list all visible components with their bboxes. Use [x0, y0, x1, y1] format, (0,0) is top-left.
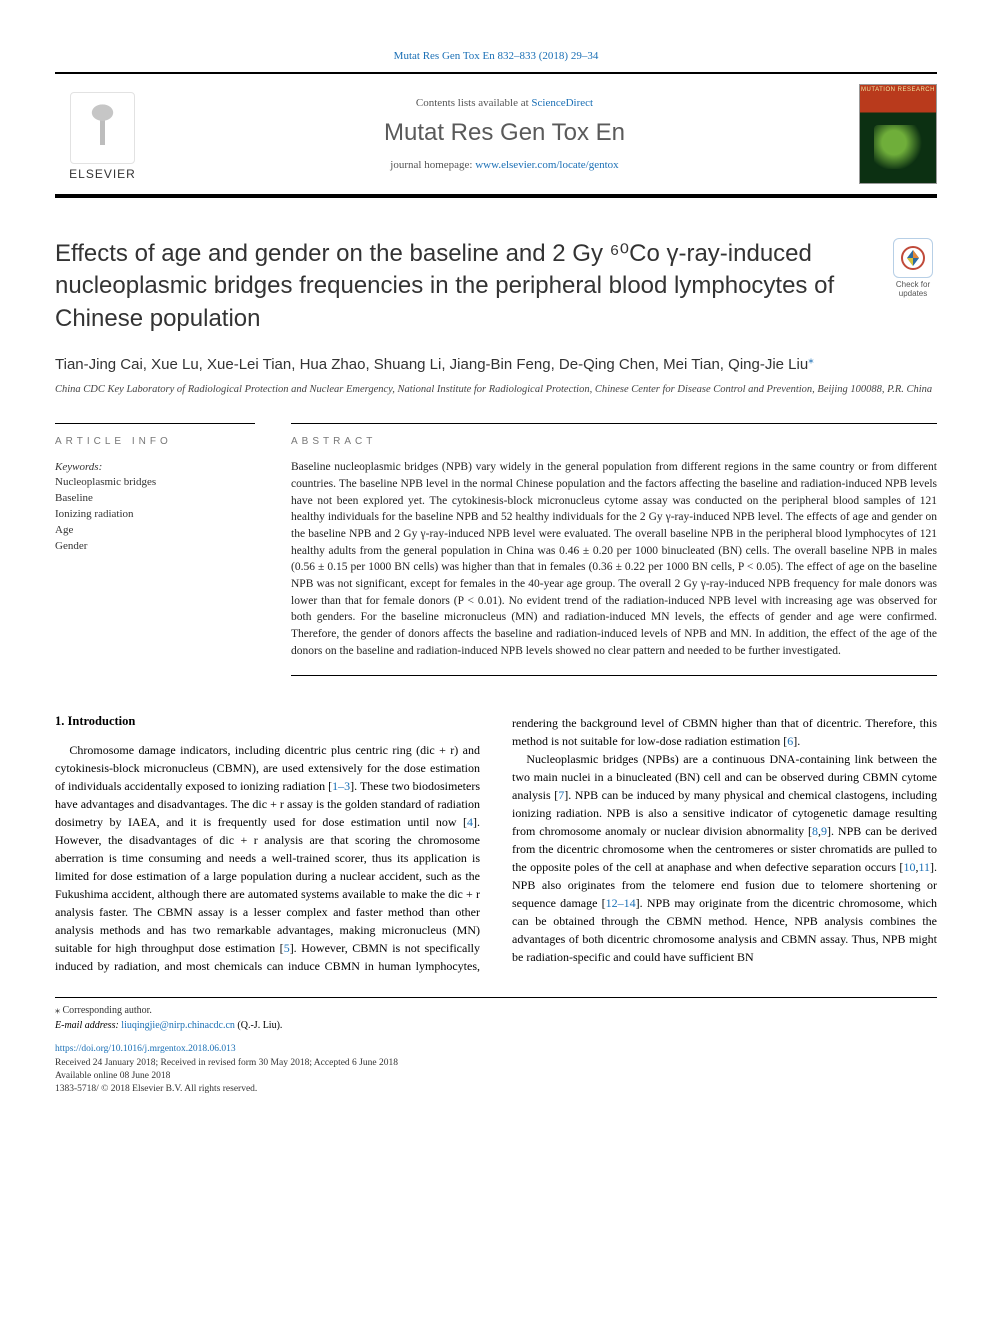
body-columns: 1. Introduction Chromosome damage indica…	[55, 714, 937, 975]
check-updates-label: Check for updates	[896, 280, 930, 298]
keyword-item: Ionizing radiation	[55, 507, 255, 523]
article-history: Received 24 January 2018; Received in re…	[55, 1057, 937, 1070]
publisher-logo: ELSEVIER	[55, 84, 150, 184]
available-online: Available online 08 June 2018	[55, 1070, 937, 1083]
email-label: E-mail address:	[55, 1020, 121, 1031]
author-list: Tian-Jing Cai, Xue Lu, Xue-Lei Tian, Hua…	[55, 353, 937, 375]
citation-link[interactable]: 12–14	[606, 896, 636, 910]
check-updates-badge[interactable]: Check for updates	[889, 238, 937, 298]
keyword-item: Gender	[55, 539, 255, 555]
journal-homepage-link[interactable]: www.elsevier.com/locate/gentox	[475, 159, 618, 171]
article-info-heading: ARTICLE INFO	[55, 436, 255, 447]
copyright-line: 1383-5718/ © 2018 Elsevier B.V. All righ…	[55, 1083, 937, 1096]
body-text: ]. However, the disadvantages of dic + r…	[55, 815, 480, 955]
journal-homepage-line: journal homepage: www.elsevier.com/locat…	[158, 159, 851, 171]
keywords-list: Nucleoplasmic bridges Baseline Ionizing …	[55, 475, 255, 555]
body-paragraph: Nucleoplasmic bridges (NPBs) are a conti…	[512, 750, 937, 966]
corresponding-mark: ⁎	[808, 354, 814, 366]
abstract-heading: ABSTRACT	[291, 436, 937, 447]
keyword-item: Nucleoplasmic bridges	[55, 475, 255, 491]
masthead-center: Contents lists available at ScienceDirec…	[150, 91, 859, 177]
citation-link[interactable]: 11	[918, 860, 930, 874]
masthead: ELSEVIER Contents lists available at Sci…	[55, 72, 937, 198]
keyword-item: Age	[55, 523, 255, 539]
keyword-item: Baseline	[55, 491, 255, 507]
abstract-text: Baseline nucleoplasmic bridges (NPB) var…	[291, 459, 937, 659]
authors-text: Tian-Jing Cai, Xue Lu, Xue-Lei Tian, Hua…	[55, 356, 808, 373]
cover-thumb-label: MUTATION RESEARCH	[860, 87, 936, 93]
keywords-label: Keywords:	[55, 461, 255, 473]
contents-prefix: Contents lists available at	[416, 97, 531, 109]
citation-link[interactable]: 1–3	[332, 779, 350, 793]
citation-link[interactable]: 10	[903, 860, 915, 874]
homepage-prefix: journal homepage:	[390, 159, 475, 171]
running-head: Mutat Res Gen Tox En 832–833 (2018) 29–3…	[55, 50, 937, 62]
journal-title: Mutat Res Gen Tox En	[158, 119, 851, 147]
article-title: Effects of age and gender on the baselin…	[55, 238, 889, 335]
doi-link[interactable]: https://doi.org/10.1016/j.mrgentox.2018.…	[55, 1044, 236, 1054]
publisher-wordmark: ELSEVIER	[69, 167, 136, 181]
footnotes: ⁎ Corresponding author. E-mail address: …	[55, 997, 937, 1033]
article-info-block: ARTICLE INFO Keywords: Nucleoplasmic bri…	[55, 423, 255, 676]
contents-available-line: Contents lists available at ScienceDirec…	[158, 97, 851, 109]
affiliation: China CDC Key Laboratory of Radiological…	[55, 383, 937, 397]
email-suffix: (Q.-J. Liu).	[235, 1020, 283, 1031]
body-text: ].	[793, 734, 800, 748]
check-updates-icon	[893, 238, 933, 278]
email-line: E-mail address: liuqingjie@nirp.chinacdc…	[55, 1019, 937, 1034]
section-heading: 1. Introduction	[55, 714, 480, 729]
footer-meta: https://doi.org/10.1016/j.mrgentox.2018.…	[55, 1043, 937, 1096]
abstract-block: ABSTRACT Baseline nucleoplasmic bridges …	[291, 423, 937, 676]
elsevier-tree-icon	[70, 92, 135, 164]
journal-cover-thumb: MUTATION RESEARCH	[859, 84, 937, 184]
corresponding-author-note: ⁎ Corresponding author.	[55, 1004, 937, 1019]
sciencedirect-link[interactable]: ScienceDirect	[531, 97, 593, 109]
email-link[interactable]: liuqingjie@nirp.chinacdc.cn	[121, 1020, 235, 1031]
